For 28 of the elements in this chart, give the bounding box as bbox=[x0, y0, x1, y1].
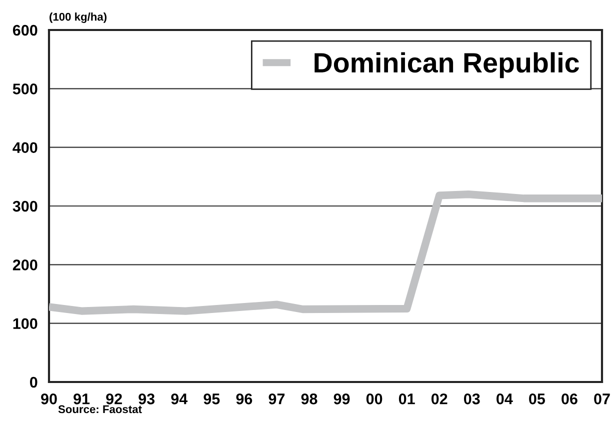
x-tick-label: 03 bbox=[464, 394, 480, 404]
x-tick-label: 93 bbox=[138, 394, 155, 404]
y-tick-label: 500 bbox=[12, 84, 38, 94]
x-tick-label: 07 bbox=[594, 394, 610, 404]
x-tick-label: 90 bbox=[41, 394, 57, 404]
y-tick-label: 300 bbox=[12, 200, 38, 212]
x-tick-label: 98 bbox=[301, 394, 318, 404]
x-tick-label: 01 bbox=[398, 394, 415, 404]
x-tick-label: 95 bbox=[204, 394, 220, 404]
x-tick-label: 06 bbox=[562, 394, 578, 404]
x-tick-label: 00 bbox=[366, 394, 382, 404]
y-tick-label: 600 bbox=[12, 24, 38, 36]
x-tick-label: 94 bbox=[171, 394, 188, 404]
x-tick-label: 96 bbox=[236, 394, 252, 404]
source-note: Source: Faostat bbox=[58, 405, 142, 414]
y-tick-label: 200 bbox=[12, 260, 38, 270]
x-tick-label: 92 bbox=[106, 394, 122, 404]
x-tick-label: 97 bbox=[268, 394, 285, 404]
x-tick-label: 05 bbox=[529, 394, 546, 404]
x-tick-label: 99 bbox=[334, 394, 350, 404]
y-tick-label: 0 bbox=[30, 376, 38, 388]
y-axis-title: (100 kg/ha) bbox=[50, 12, 106, 23]
y-tick-label: 400 bbox=[12, 142, 38, 154]
x-tick-label: 02 bbox=[431, 394, 448, 404]
legend-label: Dominican Republic bbox=[314, 52, 579, 78]
y-tick-label: 100 bbox=[13, 318, 38, 330]
x-tick-label: 91 bbox=[74, 394, 90, 404]
x-tick-label: 04 bbox=[496, 394, 513, 404]
